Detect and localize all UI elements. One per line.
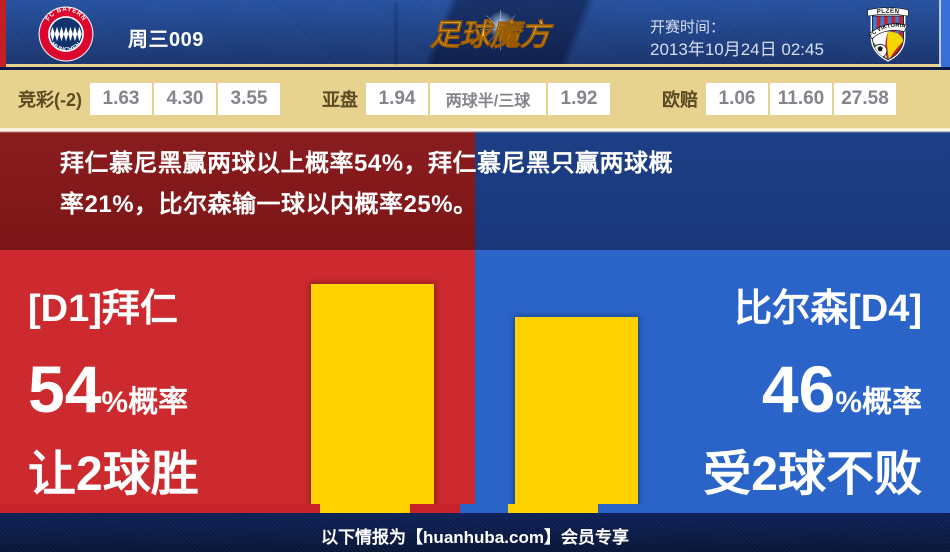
svg-text:足球魔方: 足球魔方 [430,18,554,52]
svg-text:PLZEN: PLZEN [876,8,900,16]
